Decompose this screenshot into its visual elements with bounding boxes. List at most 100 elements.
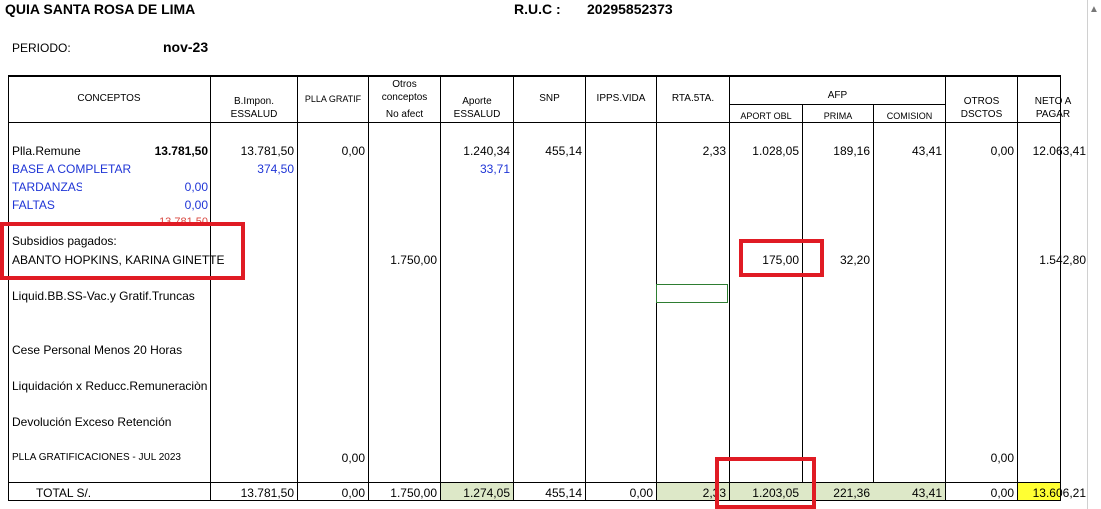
row-subsidios-otros: 1.750,00 — [390, 253, 437, 267]
row-gratif-otros-dsctos: 0,00 — [990, 451, 1014, 465]
row-plla-neto: 12.063,41 — [1032, 144, 1086, 158]
col-line — [873, 104, 874, 501]
row-base-aporte: 33,71 — [479, 162, 510, 176]
total-ipps: 0,00 — [629, 486, 653, 500]
col-line — [8, 76, 9, 501]
total-bimpon: 13.781,50 — [240, 486, 294, 500]
row-gratif-plla-gratif: 0,00 — [341, 451, 365, 465]
table-header-bottom — [8, 122, 1061, 123]
total-neto-fill — [1018, 483, 1060, 500]
header-aporte-2: ESSALUD — [453, 109, 501, 120]
total-snp: 455,14 — [545, 486, 582, 500]
row-plla-rta: 2,33 — [702, 144, 726, 158]
row-liquidacion-label: Liquidación x Reducc.Remuneraciòn — [12, 379, 208, 393]
scroll-edge[interactable] — [1087, 0, 1101, 509]
header-rta: RTA.5TA. — [671, 93, 715, 104]
total-rta-fill — [657, 483, 729, 500]
col-line — [368, 76, 369, 501]
header-afp: AFP — [827, 90, 848, 101]
row-liquid-label: Liquid.BB.SS-Vac.y Gratif.Truncas — [12, 289, 195, 303]
header-aport-obl: APORT OBL — [740, 111, 792, 121]
total-otros-dsctos: 0,00 — [990, 486, 1014, 500]
header-ipps: IPPS.VIDA — [596, 93, 646, 104]
row-plla-gratif: 0,00 — [341, 144, 365, 158]
row-hidden-total: 13.781,50 — [159, 216, 208, 224]
col-line — [585, 76, 586, 501]
row-plla-aport-obl: 1.028,05 — [752, 144, 799, 158]
row-tardanzas-label: TARDANZAS — [12, 180, 82, 194]
total-row-top — [8, 482, 1061, 483]
total-comision: 43,41 — [911, 486, 942, 500]
table-top-border — [8, 75, 1061, 77]
row-plla-amount: 13.781,50 — [154, 144, 208, 158]
col-line — [729, 76, 730, 501]
ruc-label: R.U.C : — [514, 1, 561, 17]
row-faltas-label: FALTAS — [12, 198, 55, 212]
col-line — [1017, 76, 1018, 501]
col-line — [513, 76, 514, 501]
col-line — [1060, 76, 1061, 501]
row-plla-prima: 189,16 — [833, 144, 870, 158]
row-plla-comision: 43,41 — [911, 144, 942, 158]
total-aport-obl-highlight-box — [715, 457, 816, 509]
row-plla-otros-dsctos: 0,00 — [990, 144, 1014, 158]
row-base-label: BASE A COMPLETAR — [12, 162, 132, 176]
header-aporte-1: Aporte — [462, 96, 492, 107]
header-plla-gratif: PLLA GRATIF — [304, 94, 362, 104]
header-neto-1: NETO A — [1034, 96, 1072, 107]
header-otros-3: No afect — [385, 109, 424, 120]
row-tardanzas-amount: 0,00 — [184, 180, 208, 194]
row-gratif-label: PLLA GRATIFICACIONES - JUL 2023 — [12, 452, 181, 463]
header-otros-dsctos-2: DSCTOS — [960, 109, 1003, 120]
aport-obl-highlight-box — [739, 239, 824, 277]
header-otros-dsctos-1: OTROS — [963, 96, 1000, 107]
col-line — [440, 76, 441, 501]
col-line — [210, 76, 211, 501]
row-subsidios-label: Subsidios pagados: — [12, 234, 117, 248]
total-plla-gratif: 0,00 — [341, 486, 365, 500]
col-line — [802, 104, 803, 501]
row-subsidios-aport-obl: 175,00 — [762, 253, 799, 267]
afp-subheader-line — [729, 104, 945, 105]
header-otros-1: Otros — [392, 79, 417, 90]
row-devolucion-label: Devolución Exceso Retención — [12, 415, 172, 429]
row-cese-label: Cese Personal Menos 20 Horas — [12, 343, 183, 357]
col-line — [945, 76, 946, 501]
header-otros-2: conceptos — [381, 92, 428, 103]
subsidio-highlight-box — [0, 222, 245, 280]
header-snp: SNP — [539, 93, 560, 104]
total-prima: 221,36 — [833, 486, 870, 500]
col-line — [297, 76, 298, 501]
row-subsidios-prima: 32,20 — [839, 253, 870, 267]
row-plla-bimpon: 13.781,50 — [240, 144, 294, 158]
header-comision: COMISION — [886, 111, 933, 121]
header-bimpon-2: ESSALUD — [230, 109, 278, 120]
header-prima: PRIMA — [823, 111, 853, 121]
total-row-bottom — [8, 500, 1061, 501]
ruc-value: 20295852373 — [587, 1, 673, 17]
total-aporte-fill — [441, 483, 513, 500]
period-label: PERIODO: — [12, 41, 71, 55]
total-aporte: 1.274,05 — [463, 486, 510, 500]
row-faltas-amount: 0,00 — [184, 198, 208, 212]
company-name: QUIA SANTA ROSA DE LIMA — [5, 1, 196, 17]
row-subsidios-name: ABANTO HOPKINS, KARINA GINETTE — [12, 253, 225, 267]
period-value: nov-23 — [163, 39, 209, 55]
header-bimpon-1: B.Impon. — [233, 96, 275, 107]
chevron-up-icon[interactable]: ▲ — [1089, 4, 1099, 15]
row-plla-aporte: 1.240,34 — [463, 144, 510, 158]
total-neto: 13.606,21 — [1032, 486, 1086, 500]
row-plla-label: Plla.Remune — [12, 144, 81, 158]
row-plla-snp: 455,14 — [545, 144, 582, 158]
header-conceptos: CONCEPTOS — [77, 93, 141, 104]
header-neto-2: PAGAR — [1035, 109, 1071, 120]
selected-cell[interactable] — [656, 284, 728, 303]
total-afp-fill — [730, 483, 945, 500]
row-base-bimpon: 374,50 — [257, 162, 294, 176]
total-otros: 1.750,00 — [390, 486, 437, 500]
row-subsidios-neto: 1.542,80 — [1039, 253, 1086, 267]
total-label: TOTAL S/. — [36, 486, 92, 500]
total-aport-obl: 1.203,05 — [752, 486, 799, 500]
total-rta: 2,33 — [702, 486, 726, 500]
